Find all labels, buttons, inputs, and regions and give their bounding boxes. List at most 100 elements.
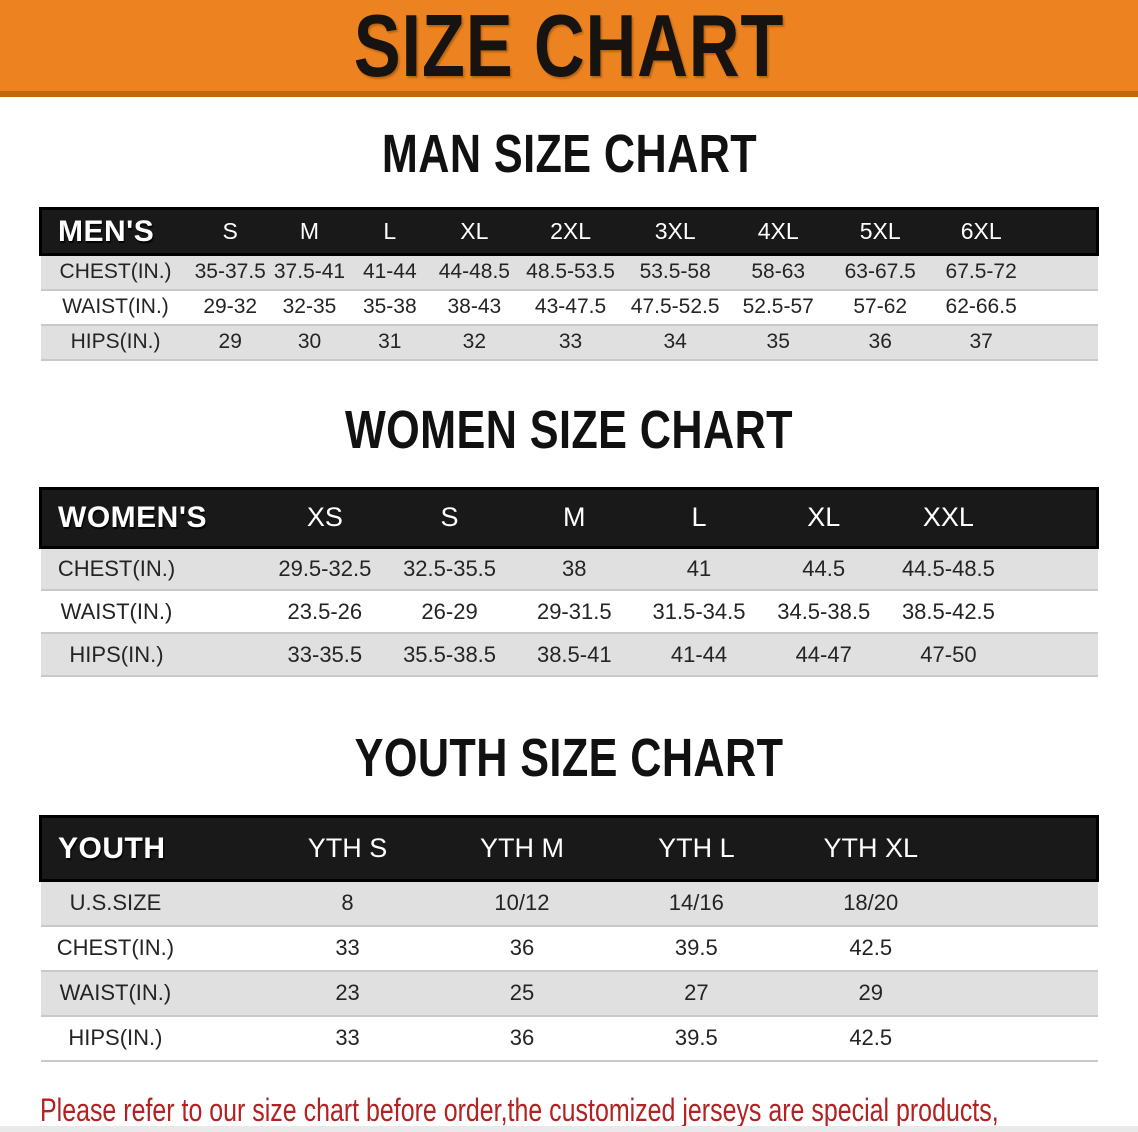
men-size-value-cell: 53.5-58 [622,254,728,291]
youth-header-filler [957,815,1099,882]
men-row-filler [1030,289,1098,326]
youth-size-value-cell: 39.5 [609,1015,784,1062]
women-size-column-header: XXL [886,486,1011,549]
women-size-value-cell: 47-50 [886,633,1011,677]
youth-size-value-cell: 33 [260,925,435,972]
men-size-value-cell: 35 [727,324,829,361]
image-bottom-edge [0,1126,1138,1132]
women-size-column-header: XS [262,486,388,549]
men-size-column-header: 4XL [727,207,829,256]
section-women: WOMEN SIZE CHART WOMEN'S XS S M L XL XXL CHEST(… [0,399,1138,677]
youth-table-header-label: YOUTH [39,815,261,882]
women-header-filler [1010,486,1099,549]
women-size-value-cell: 34.5-38.5 [761,590,887,634]
women-size-table: WOMEN'S XS S M L XL XXL CHEST(IN.) 29.5-32.5 32.5… [39,486,1099,677]
men-size-value-cell: 44-48.5 [430,254,519,291]
youth-size-value-cell: 18/20 [783,880,958,927]
women-size-value-cell: 35.5-38.5 [387,633,512,677]
page-title: SIZE CHART [300,0,838,95]
men-row-filler [1030,254,1098,291]
youth-row-label: CHEST(IN.) [40,925,261,972]
men-size-value-cell: 63-67.5 [828,254,932,291]
youth-row-label: WAIST(IN.) [40,970,261,1017]
women-size-column-header: M [511,486,637,549]
men-header-row: MEN'S S M L XL 2XL 3XL 4XL 5XL 6XL [38,207,1099,256]
men-size-value-cell: 32-35 [269,289,350,326]
youth-size-value-cell: 25 [434,970,610,1017]
men-size-value-cell: 52.5-57 [727,289,829,326]
youth-size-value-cell: 39.5 [609,925,784,972]
youth-size-value-cell: 42.5 [783,925,958,972]
youth-section-heading: YOUTH SIZE CHART [354,728,784,788]
youth-row-filler [957,1015,1098,1062]
men-measure-row: WAIST(IN.) 29-32 32-35 35-38 38-43 43-47.5 47.… [40,289,1098,326]
women-row-filler [1010,590,1098,634]
women-row-label: HIPS(IN.) [40,633,263,677]
youth-size-value-cell: 33 [260,1015,435,1062]
youth-measure-row: U.S.SIZE 8 10/12 14/16 18/20 [40,880,1098,927]
women-measure-row: WAIST(IN.) 23.5-26 26-29 29-31.5 31.5-34.5 34… [40,590,1098,634]
youth-row-filler [957,970,1098,1017]
women-size-value-cell: 44.5-48.5 [886,547,1011,591]
women-size-value-cell: 44.5 [761,547,887,591]
men-size-value-cell: 37 [931,324,1031,361]
youth-size-column-header: YTH XL [783,815,958,882]
youth-size-value-cell: 27 [609,970,784,1017]
women-size-value-cell: 38 [511,547,637,591]
men-size-value-cell: 47.5-52.5 [622,289,728,326]
men-section-heading: MAN SIZE CHART [381,124,757,184]
women-section-heading: WOMEN SIZE CHART [344,399,793,460]
men-size-column-header: S [190,207,270,256]
men-size-value-cell: 57-62 [828,289,932,326]
men-size-value-cell: 34 [622,324,728,361]
page-title-text: SIZE CHART [353,0,785,95]
men-size-value-cell: 29 [190,324,270,361]
men-size-column-header: 3XL [622,207,728,256]
men-size-value-cell: 48.5-53.5 [518,254,623,291]
men-size-value-cell: 41-44 [349,254,431,291]
men-size-value-cell: 36 [828,324,932,361]
men-measure-row: HIPS(IN.) 29 30 31 32 33 34 35 36 37 [40,324,1098,361]
women-size-value-cell: 38.5-42.5 [886,590,1011,634]
men-row-filler [1030,324,1098,361]
section-youth: YOUTH SIZE CHART YOUTH YTH S YTH M YTH L YTH… [0,727,1138,1062]
youth-size-value-cell: 14/16 [609,880,784,927]
banner: SIZE CHART [0,0,1138,97]
section-men: MAN SIZE CHART MEN'S S M L XL 2XL 3XL 4XL 5XL 6XL… [0,123,1138,361]
women-row-filler [1010,547,1098,591]
men-size-table: MEN'S S M L XL 2XL 3XL 4XL 5XL 6XL CHEST(IN.) 35-37… [38,207,1099,361]
men-size-column-header: 5XL [828,207,932,256]
youth-size-column-header: YTH S [260,815,435,882]
youth-row-filler [957,880,1098,927]
men-row-label: CHEST(IN.) [40,254,191,291]
women-size-column-header: S [387,486,512,549]
women-size-value-cell: 31.5-34.5 [636,590,762,634]
men-size-column-header: 6XL [931,207,1031,256]
women-row-filler [1010,633,1098,677]
youth-size-column-header: YTH L [609,815,784,882]
men-size-value-cell: 29-32 [190,289,270,326]
youth-size-value-cell: 36 [434,925,610,972]
disclaimer-line-1: Please refer to our size chart before or… [40,1091,999,1128]
men-size-value-cell: 38-43 [430,289,519,326]
youth-row-label: U.S.SIZE [40,880,261,927]
youth-size-value-cell: 8 [260,880,435,927]
men-size-value-cell: 43-47.5 [518,289,623,326]
youth-row-label: HIPS(IN.) [40,1015,261,1062]
men-size-value-cell: 37.5-41 [269,254,350,291]
women-size-value-cell: 29-31.5 [511,590,637,634]
women-measure-row: HIPS(IN.) 33-35.5 35.5-38.5 38.5-41 41-44 44-… [40,633,1098,677]
men-size-value-cell: 58-63 [727,254,829,291]
men-size-column-header: 2XL [518,207,623,256]
men-size-value-cell: 32 [430,324,519,361]
women-size-column-header: L [636,486,762,549]
men-size-value-cell: 67.5-72 [931,254,1031,291]
women-size-value-cell: 44-47 [761,633,887,677]
disclaimer: Please refer to our size chart before or… [40,1086,1138,1132]
youth-size-value-cell: 42.5 [783,1015,958,1062]
men-row-label: WAIST(IN.) [40,289,191,326]
youth-header-row: YOUTH YTH S YTH M YTH L YTH XL [39,815,1099,882]
youth-size-value-cell: 29 [783,970,958,1017]
women-size-value-cell: 38.5-41 [511,633,637,677]
